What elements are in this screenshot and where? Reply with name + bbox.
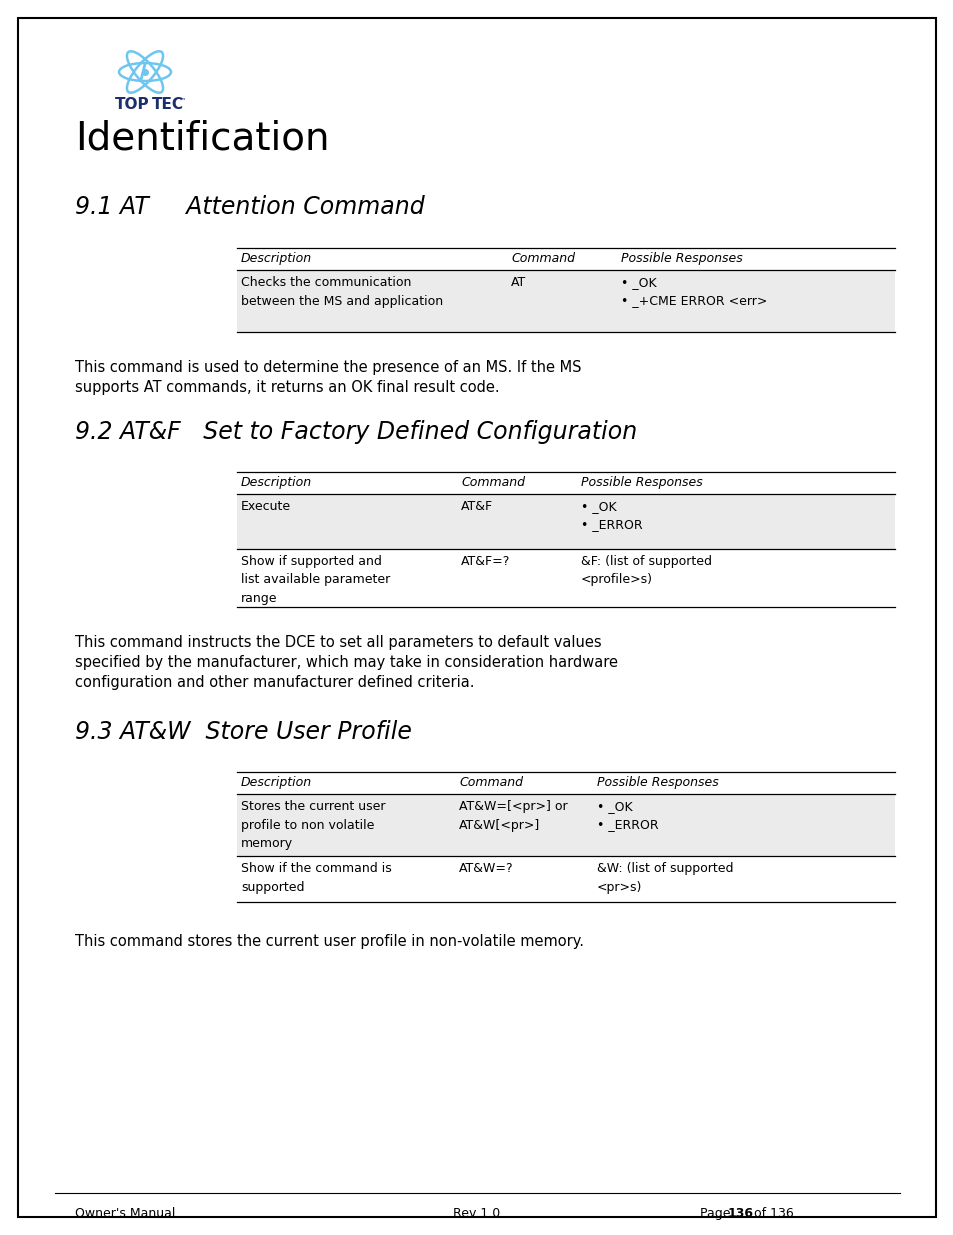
Text: Rev 1.0: Rev 1.0	[453, 1207, 500, 1220]
Text: This command stores the current user profile in non-volatile memory.: This command stores the current user pro…	[75, 934, 583, 948]
Text: Checks the communication
between the MS and application: Checks the communication between the MS …	[241, 275, 442, 308]
Text: Stores the current user
profile to non volatile
memory: Stores the current user profile to non v…	[241, 800, 385, 850]
Text: Description: Description	[241, 252, 312, 266]
Text: Command: Command	[460, 475, 524, 489]
Text: TEC: TEC	[152, 98, 184, 112]
Text: Show if supported and
list available parameter
range: Show if supported and list available par…	[241, 555, 390, 605]
Text: Identification: Identification	[75, 120, 329, 158]
Text: Owner's Manual: Owner's Manual	[75, 1207, 175, 1220]
Bar	[236, 494, 894, 550]
Text: Description: Description	[241, 475, 312, 489]
Text: specified by the manufacturer, which may take in consideration hardware: specified by the manufacturer, which may…	[75, 655, 618, 671]
Text: • _OK
• _ERROR: • _OK • _ERROR	[580, 500, 642, 531]
Text: Description: Description	[241, 776, 312, 789]
Text: Possible Responses: Possible Responses	[597, 776, 718, 789]
Text: This command instructs the DCE to set all parameters to default values: This command instructs the DCE to set al…	[75, 635, 601, 650]
Text: AT&F=?: AT&F=?	[460, 555, 510, 568]
Text: Possible Responses: Possible Responses	[620, 252, 742, 266]
Text: TOP: TOP	[115, 98, 150, 112]
Text: of 136: of 136	[749, 1207, 793, 1220]
Text: configuration and other manufacturer defined criteria.: configuration and other manufacturer def…	[75, 676, 474, 690]
Text: • _OK
• _ERROR: • _OK • _ERROR	[597, 800, 658, 831]
Text: 9.1 AT     Attention Command: 9.1 AT Attention Command	[75, 195, 424, 219]
Text: AT&F: AT&F	[460, 500, 493, 513]
Text: 136: 136	[727, 1207, 753, 1220]
Text: Command: Command	[511, 252, 575, 266]
Text: • _OK
• _+CME ERROR <err>: • _OK • _+CME ERROR <err>	[620, 275, 766, 308]
Text: 9.3 AT&W  Store User Profile: 9.3 AT&W Store User Profile	[75, 720, 412, 743]
Text: 9.2 AT&F   Set to Factory Defined Configuration: 9.2 AT&F Set to Factory Defined Configur…	[75, 420, 637, 445]
Text: &W: (list of supported
<pr>s): &W: (list of supported <pr>s)	[597, 862, 733, 893]
Bar	[236, 794, 894, 856]
Text: &F: (list of supported
<profile>s): &F: (list of supported <profile>s)	[580, 555, 711, 587]
Text: ™: ™	[178, 98, 186, 106]
Text: supports AT commands, it returns an OK final result code.: supports AT commands, it returns an OK f…	[75, 380, 499, 395]
Bar	[236, 270, 894, 332]
Text: AT: AT	[511, 275, 526, 289]
Text: Page: Page	[700, 1207, 734, 1220]
Text: Possible Responses: Possible Responses	[580, 475, 702, 489]
Text: This command is used to determine the presence of an MS. If the MS: This command is used to determine the pr…	[75, 359, 581, 375]
Text: AT&W=?: AT&W=?	[458, 862, 513, 876]
Text: Command: Command	[458, 776, 522, 789]
Text: AT&W=[<pr>] or
AT&W[<pr>]: AT&W=[<pr>] or AT&W[<pr>]	[458, 800, 567, 831]
Text: Execute: Execute	[241, 500, 291, 513]
Text: Show if the command is
supported: Show if the command is supported	[241, 862, 392, 893]
